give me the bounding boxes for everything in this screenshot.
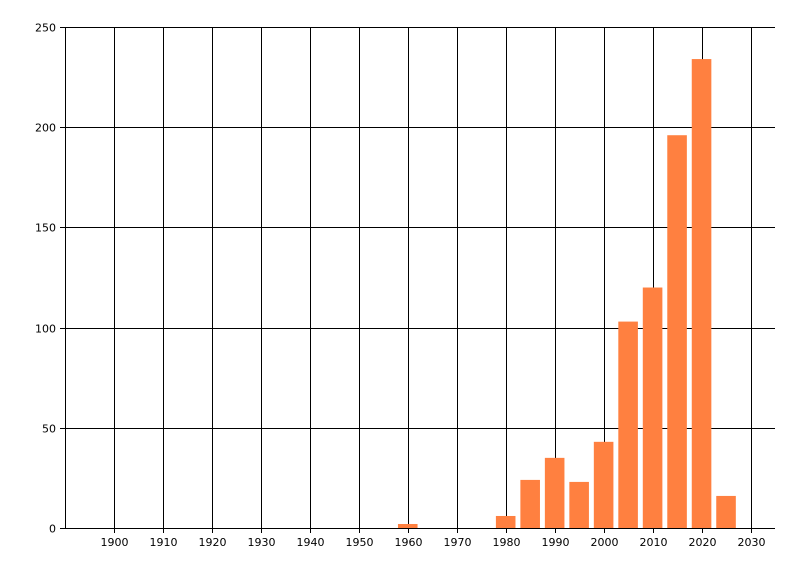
x-tick-label: 2020 <box>689 536 717 549</box>
x-tick-label: 2030 <box>738 536 766 549</box>
x-tick-label: 1950 <box>346 536 374 549</box>
grid <box>60 27 775 533</box>
x-tick-label: 2010 <box>640 536 668 549</box>
bar-2010 <box>642 287 663 528</box>
y-tick-label: 200 <box>35 122 56 135</box>
x-tick-label: 1970 <box>444 536 472 549</box>
bar-2000 <box>593 441 614 528</box>
bar-2005 <box>618 321 638 528</box>
bar-2015 <box>667 135 687 528</box>
axes <box>65 27 775 529</box>
x-tick-label: 1990 <box>542 536 570 549</box>
y-tick-label: 50 <box>42 423 56 436</box>
bar-2025 <box>716 495 736 528</box>
bar-1960 <box>397 523 418 528</box>
y-axis-ticks: 0 50 100 150 200 250 <box>35 22 56 536</box>
x-tick-label: 1930 <box>248 536 276 549</box>
x-tick-label: 1900 <box>101 536 129 549</box>
y-tick-label: 150 <box>35 222 56 235</box>
bar-1995 <box>569 481 589 528</box>
y-tick-label: 100 <box>35 323 56 336</box>
bar-2020 <box>691 59 712 529</box>
y-tick-label: 250 <box>35 22 56 35</box>
x-tick-label: 2000 <box>591 536 619 549</box>
x-tick-label: 1920 <box>199 536 227 549</box>
x-tick-label: 1960 <box>395 536 423 549</box>
bar-1990 <box>544 457 565 528</box>
x-tick-label: 1980 <box>493 536 521 549</box>
bar-1980 <box>495 515 516 528</box>
y-tick-label: 0 <box>49 523 56 536</box>
x-tick-label: 1940 <box>297 536 325 549</box>
bars <box>397 59 736 529</box>
x-axis-ticks: 1900 1910 1920 1930 1940 1950 1960 1970 1980 1990… <box>101 536 766 549</box>
bar-1985 <box>520 479 540 528</box>
x-tick-label: 1910 <box>150 536 178 549</box>
